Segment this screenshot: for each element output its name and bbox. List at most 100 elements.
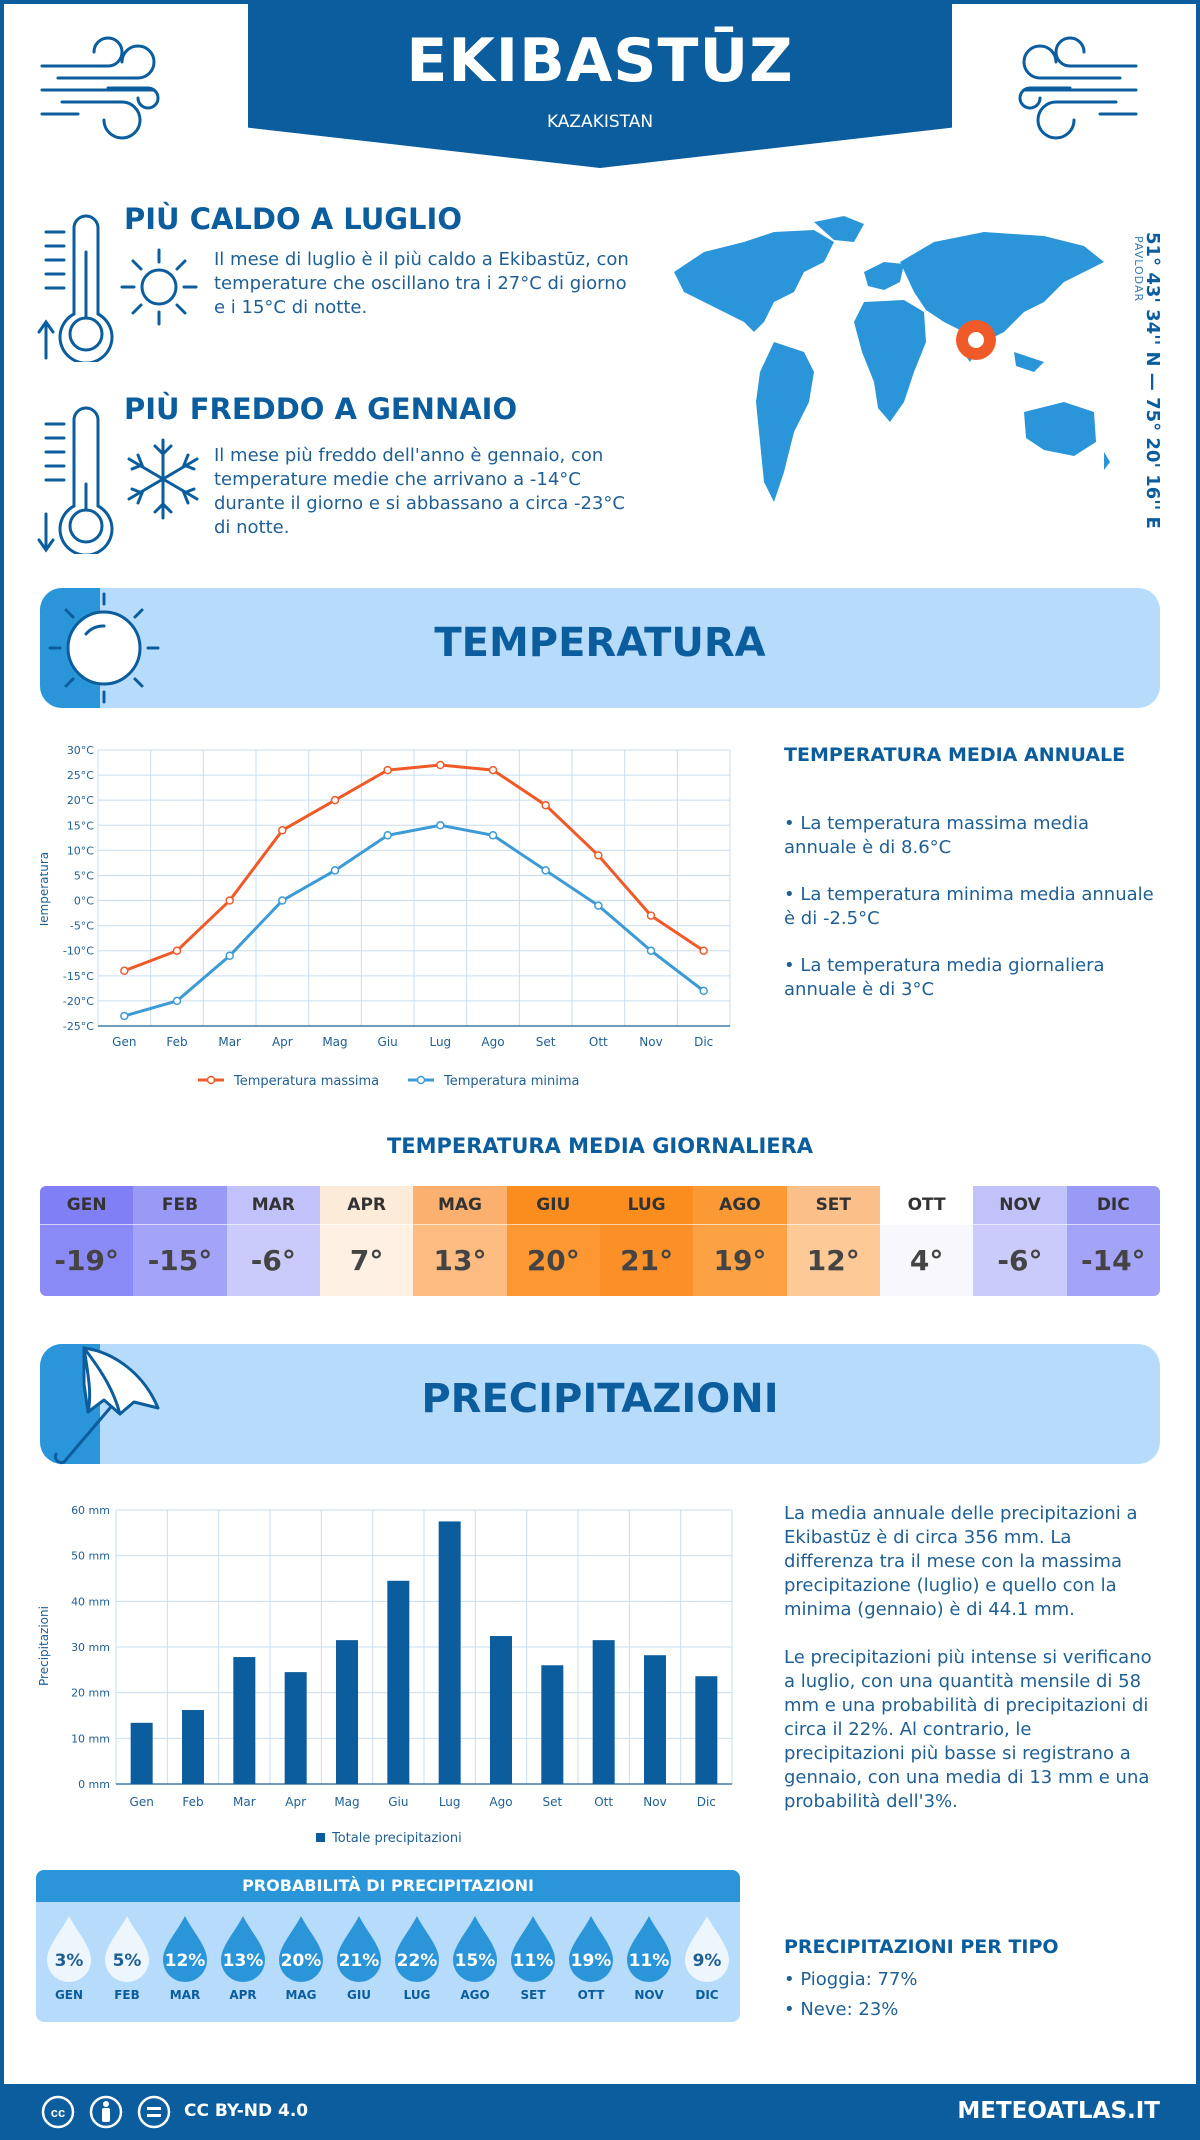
probability-value: 13% — [223, 1951, 264, 1971]
hottest-text: Il mese di luglio è il più caldo a Ekiba… — [214, 249, 629, 318]
probability-drop-apr: 13% APR — [214, 1914, 272, 2002]
precip-summary-1: La media annuale delle precipitazioni a … — [784, 1503, 1138, 1620]
temperature-chart-legend: Temperatura massima Temperatura minima — [198, 1074, 580, 1089]
bar-mar — [233, 1657, 256, 1784]
raindrop-icon: 13% — [221, 1916, 265, 1982]
raindrop-icon: 12% — [163, 1916, 207, 1982]
y-tick-label: -5°C — [70, 920, 94, 933]
temperature-chart-grid — [97, 749, 731, 1027]
x-tick-label: Gen — [112, 1035, 136, 1049]
x-tick-label: Mag — [322, 1035, 347, 1049]
data-point — [488, 765, 498, 775]
y-tick-label: 15°C — [67, 819, 94, 832]
site-link[interactable]: METEOATLAS.IT — [957, 2098, 1160, 2124]
probability-month: NOV — [634, 1988, 664, 2002]
probability-drop-ago: 15% AGO — [446, 1914, 504, 2002]
precipitation-chart: 60 mm 50 mm 40 mm 30 mm 20 mm 10 mm 0 mm Gen Fe… — [37, 1504, 733, 1846]
probability-drop-set: 11% SET — [504, 1914, 562, 2002]
daily-temp-month: DIC — [1066, 1186, 1160, 1224]
data-point — [594, 851, 603, 860]
probability-drop-mag: 20% MAG — [272, 1914, 330, 2002]
daily-temp-col-nov: NOV -6° — [973, 1186, 1067, 1296]
daily-temp-table: GEN -19° FEB -15° MAR -6° APR 7° MAG 13° GIU 20° LUG… — [40, 1186, 1160, 1296]
raindrop-icon: 5% — [105, 1916, 149, 1982]
cc-icon: cc — [41, 2095, 75, 2129]
y-tick-label: 20°C — [67, 794, 94, 807]
precipitation-chart-ylabel: Precipitazioni — [37, 1606, 51, 1686]
data-point — [436, 760, 445, 770]
daily-temp-month: GEN — [40, 1186, 134, 1224]
data-point — [594, 901, 603, 910]
data-point — [541, 800, 550, 810]
x-tick-label: Gen — [130, 1795, 154, 1809]
temperature-chart: 30°C 25°C 20°C 15°C 10°C 5°C 0°C -5°C -10°C -15°C… — [40, 744, 731, 1089]
x-tick-label: Ott — [594, 1795, 613, 1809]
probability-month: DIC — [695, 1988, 719, 2002]
daily-temp-col-mar: MAR -6° — [226, 1186, 320, 1296]
data-point — [646, 911, 656, 920]
probability-month: SET — [520, 1988, 546, 2002]
data-point — [120, 966, 129, 976]
daily-temp-col-feb: FEB -15° — [133, 1186, 227, 1296]
probability-month: OTT — [577, 1988, 605, 2002]
raindrop-icon: 15% — [453, 1916, 497, 1982]
probability-value: 15% — [455, 1951, 496, 1971]
raindrop-icon: 22% — [395, 1916, 439, 1982]
probability-drop-nov: 11% NOV — [620, 1914, 678, 2002]
data-point — [330, 795, 340, 805]
daily-temp-month: MAR — [226, 1186, 320, 1224]
daily-temp-month: NOV — [973, 1186, 1067, 1224]
svg-text:cc: cc — [51, 2105, 65, 2120]
thermometer-hot-icon — [37, 214, 114, 362]
daily-temp-value: -15° — [133, 1224, 227, 1296]
y-tick-label: 30 mm — [71, 1641, 110, 1654]
data-point — [278, 826, 287, 835]
country-name: KAZAKISTAN — [546, 112, 654, 132]
x-tick-label: Mar — [233, 1795, 256, 1809]
data-point — [225, 951, 234, 960]
daily-temp-value: 19° — [693, 1224, 787, 1296]
data-point — [488, 831, 498, 840]
data-point — [699, 946, 708, 955]
x-tick-label: Nov — [639, 1035, 662, 1049]
daily-temp-col-set: SET 12° — [786, 1186, 880, 1296]
x-tick-label: Dic — [694, 1035, 713, 1049]
probability-value: 12% — [165, 1951, 206, 1971]
x-tick-label: Ago — [481, 1035, 504, 1049]
data-point — [646, 946, 656, 955]
coldest-title: PIÙ FREDDO A GENNAIO — [124, 392, 518, 426]
daily-temp-value: 21° — [599, 1224, 694, 1296]
x-tick-label: Lug — [439, 1795, 461, 1809]
thermometer-cold-icon — [37, 406, 114, 554]
bar-giu — [387, 1580, 410, 1784]
precip-probability-panel: PROBABILITÀ DI PRECIPITAZIONI 3% GEN 5% FEB… — [36, 1870, 740, 2022]
series-line-max — [123, 763, 705, 973]
daily-temp-month: APR — [319, 1186, 414, 1224]
x-tick-label: Ott — [589, 1035, 608, 1049]
annual-temp-max: • La temperatura massima media annuale è… — [784, 813, 1090, 858]
coldest-text: Il mese più freddo dell'anno è gennaio, … — [214, 445, 625, 538]
daily-temp-value: -14° — [1066, 1224, 1160, 1296]
coordinates: 51° 43' 34'' N — 75° 20' 16'' E — [1142, 232, 1163, 529]
region-label: PAVLODAR — [1132, 236, 1145, 303]
precipitation-banner — [40, 1344, 1160, 1464]
wind-icon-left — [40, 36, 160, 140]
y-tick-label: 40 mm — [71, 1595, 110, 1608]
probability-month: GIU — [346, 1988, 372, 2002]
y-tick-label: -20°C — [63, 995, 94, 1008]
daily-temp-value: -6° — [973, 1224, 1067, 1296]
daily-temp-col-mag: MAG 13° — [413, 1186, 507, 1296]
daily-temp-value: -19° — [40, 1224, 134, 1296]
probability-drop-lug: 22% LUG — [388, 1914, 446, 2002]
daily-temp-value: 12° — [786, 1224, 880, 1296]
precipitation-chart-xticks: Gen Feb Mar Apr Mag Giu Lug Ago Set Ott Nov Dic — [130, 1795, 716, 1809]
temperature-chart-ylabel: Temperatura — [40, 852, 51, 929]
daily-temp-month: SET — [786, 1186, 880, 1224]
daily-temp-col-apr: APR 7° — [319, 1186, 414, 1296]
x-tick-label: Giu — [388, 1795, 408, 1809]
y-tick-label: 20 mm — [71, 1687, 110, 1700]
data-point — [541, 866, 550, 875]
precipitation-title: PRECIPITAZIONI — [421, 1376, 779, 1422]
precip-type-rain: • Pioggia: 77% — [784, 1969, 918, 1990]
y-tick-label: 30°C — [67, 744, 94, 757]
